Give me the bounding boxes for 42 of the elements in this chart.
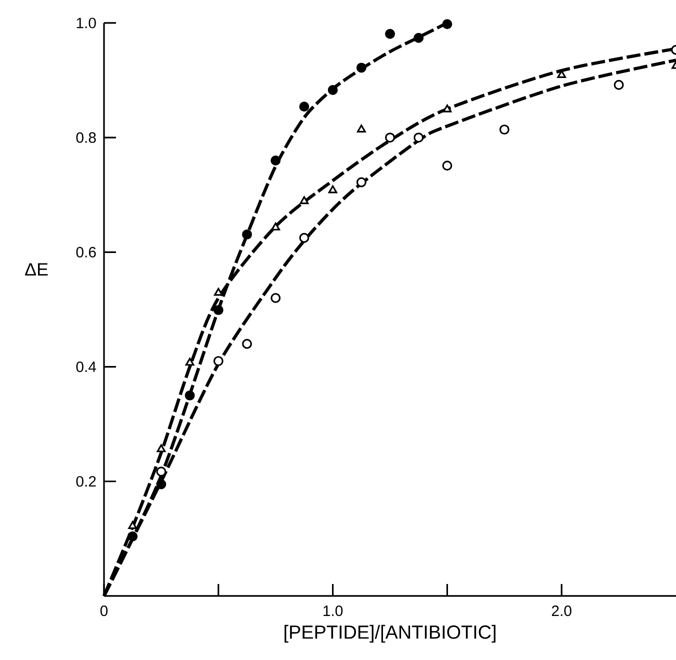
point: [242, 338, 252, 349]
point: [213, 356, 224, 366]
point: [128, 521, 138, 529]
y-tick-label: 0.4: [76, 361, 96, 372]
point: [156, 479, 166, 490]
point: [156, 466, 166, 477]
point: [442, 104, 452, 112]
point: [499, 124, 510, 135]
point: [156, 444, 166, 452]
y-tick-label: 1.0: [76, 18, 96, 28]
y-axis-title: ΔE: [25, 263, 48, 276]
point: [271, 222, 280, 230]
point: [356, 62, 366, 73]
point: [242, 229, 252, 240]
y-tick-label: 0.2: [76, 476, 96, 487]
x-tick-label: 0: [100, 606, 108, 616]
point: [128, 531, 138, 542]
point: [442, 19, 452, 30]
point: [414, 32, 424, 43]
point: [442, 160, 452, 171]
point: [356, 124, 366, 132]
point: [213, 305, 224, 316]
point: [299, 102, 310, 112]
point: [614, 80, 624, 90]
point: [299, 232, 310, 243]
point: [356, 177, 366, 188]
point: [270, 156, 281, 166]
point: [328, 185, 338, 194]
y-tick-label: 0.6: [76, 246, 96, 258]
point: [385, 132, 395, 143]
point: [385, 28, 395, 39]
x-tick-label: 1.0: [324, 606, 343, 616]
point: [300, 196, 309, 204]
point: [328, 85, 338, 96]
point: [270, 293, 281, 304]
point: [184, 390, 195, 400]
x-tick-label: 2.0: [552, 606, 572, 616]
x-axis-title: [PEPTIDE]/[ANTIBIOTIC]: [284, 624, 496, 643]
point: [214, 288, 223, 296]
point: [185, 358, 194, 366]
point: [414, 132, 424, 143]
y-tick-label: 0.8: [76, 132, 96, 143]
